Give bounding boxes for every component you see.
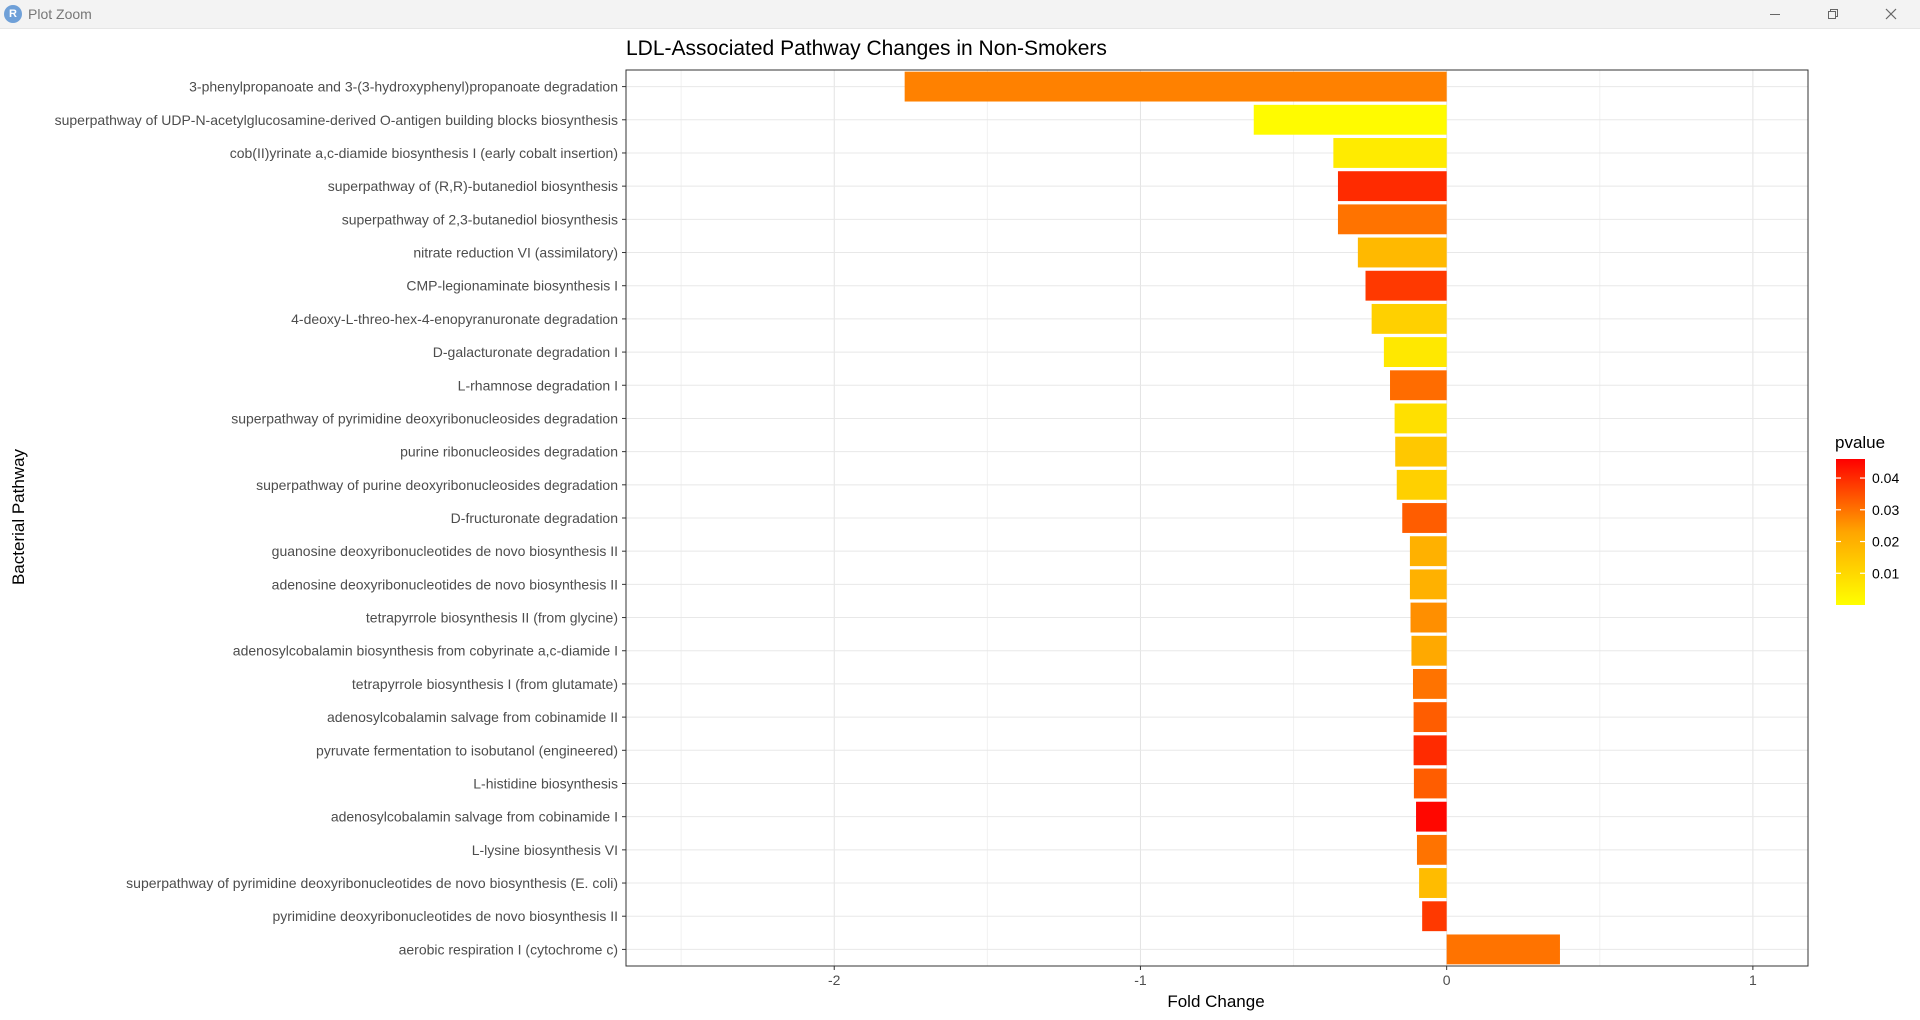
y-tick-label: CMP-legionaminate biosynthesis I [406,278,618,294]
bar [1365,270,1447,301]
chart-title: LDL-Associated Pathway Changes in Non-Sm… [626,37,1107,60]
x-ticks: -2 -1 0 1 [828,966,1757,988]
restore-button[interactable] [1804,0,1862,28]
bar [1409,569,1447,600]
legend-title: pvalue [1835,433,1885,452]
bar [1371,303,1447,334]
bar [1410,602,1447,633]
y-tick-label: tetrapyrrole biosynthesis I (from glutam… [352,676,618,692]
bar [1394,403,1447,434]
legend-tick-label: 0.03 [1872,502,1899,518]
y-tick-labels: 3-phenylpropanoate and 3-(3-hydroxypheny… [55,79,626,957]
bar [1422,901,1447,932]
bar [1416,801,1447,832]
bar [1412,668,1447,699]
y-tick-label: L-rhamnose degradation I [458,377,618,393]
y-tick-label: L-lysine biosynthesis VI [472,842,618,858]
bar [1337,204,1447,235]
x-tick-label: 1 [1749,972,1757,988]
legend-tick-label: 0.02 [1872,534,1899,550]
bar [1395,436,1447,467]
y-tick-label: superpathway of pyrimidine deoxyribonucl… [126,875,618,891]
bar [1337,171,1447,202]
y-tick-label: purine ribonucleosides degradation [400,444,618,460]
color-legend: pvalue 0.01 0.02 0.03 0.04 [1835,433,1899,605]
y-tick-label: D-galacturonate degradation I [433,344,618,360]
y-tick-label: 3-phenylpropanoate and 3-(3-hydroxypheny… [189,79,618,95]
x-tick-label: -2 [828,972,841,988]
window-controls [1746,0,1920,28]
y-tick-label: adenosylcobalamin salvage from cobinamid… [327,709,618,725]
y-tick-label: 4-deoxy-L-threo-hex-4-enopyranuronate de… [291,311,618,327]
bar [1253,104,1447,135]
y-tick-label: adenosylcobalamin salvage from cobinamid… [331,809,618,825]
y-tick-label: pyrimidine deoxyribonucleotides de novo … [272,908,618,924]
close-icon [1885,8,1897,20]
bar [904,71,1447,102]
legend-tick-label: 0.01 [1872,565,1899,581]
x-tick-label: 0 [1443,972,1451,988]
bar [1383,337,1447,368]
bar [1357,237,1447,268]
bar [1411,635,1447,666]
restore-icon [1828,9,1838,19]
y-axis-title: Bacterial Pathway [9,448,28,585]
y-tick-label: adenosine deoxyribonucleotides de novo b… [272,576,618,592]
bar [1413,735,1447,766]
bar [1419,868,1447,898]
grid-lines [626,70,1808,966]
minimize-icon [1770,14,1780,15]
bars [904,71,1560,965]
bar [1396,469,1447,500]
bar [1390,370,1447,401]
y-tick-label: adenosylcobalamin biosynthesis from coby… [233,643,618,659]
x-axis-title: Fold Change [1167,992,1264,1011]
y-tick-label: nitrate reduction VI (assimilatory) [413,245,618,261]
y-tick-label: pyruvate fermentation to isobutanol (eng… [316,742,618,758]
bar-chart: LDL-Associated Pathway Changes in Non-Sm… [9,37,1899,1011]
y-tick-label: tetrapyrrole biosynthesis II (from glyci… [366,610,618,626]
window-title: Plot Zoom [28,6,92,22]
r-app-icon: R [4,5,22,23]
x-tick-label: -1 [1134,972,1147,988]
legend-colorbar [1836,459,1865,605]
bar [1402,503,1447,533]
legend-ticks: 0.01 0.02 0.03 0.04 [1836,470,1899,581]
bar [1416,834,1447,865]
y-tick-label: superpathway of 2,3-butanediol biosynthe… [342,211,618,227]
y-tick-label: L-histidine biosynthesis [473,775,618,791]
y-tick-label: superpathway of pyrimidine deoxyribonucl… [231,410,618,426]
minimize-button[interactable] [1746,0,1804,28]
y-tick-label: aerobic respiration I (cytochrome c) [399,941,618,957]
y-tick-label: D-fructuronate degradation [451,510,618,526]
y-tick-label: cob(II)yrinate a,c-diamide biosynthesis … [230,145,618,161]
y-tick-label: superpathway of UDP-N-acetylglucosamine-… [55,112,618,128]
window-titlebar: R Plot Zoom [0,0,1920,29]
y-tick-label: guanosine deoxyribonucleotides de novo b… [272,543,618,559]
bar [1409,536,1447,567]
legend-tick-label: 0.04 [1872,470,1899,486]
bar [1333,138,1447,168]
bar [1446,934,1560,965]
y-tick-label: superpathway of purine deoxyribonucleosi… [256,477,618,493]
bar [1413,768,1447,799]
bar [1413,702,1447,733]
y-tick-label: superpathway of (R,R)-butanediol biosynt… [328,178,618,194]
close-button[interactable] [1862,0,1920,28]
